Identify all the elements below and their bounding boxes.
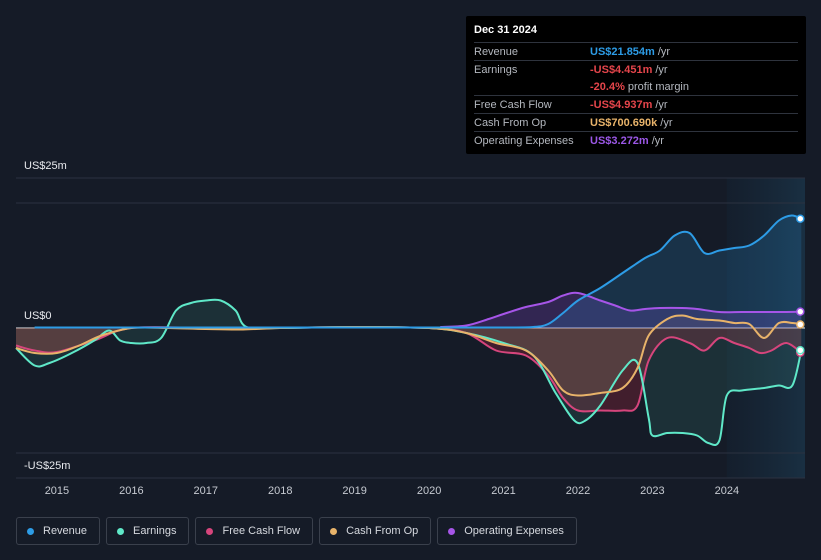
legend-item-revenue[interactable]: Revenue: [16, 517, 101, 545]
legend-item-cash-from-op[interactable]: Cash From Op: [319, 517, 432, 545]
x-tick-2016: 2016: [119, 485, 144, 497]
tooltip-row: Free Cash Flow -US$4.937m/yr: [474, 96, 798, 114]
tooltip-row-label: Earnings: [474, 64, 518, 76]
legend-dot-icon: [206, 527, 214, 535]
tooltip-row-label: Free Cash Flow: [474, 99, 552, 111]
tooltip-row-value: -20.4%: [590, 81, 625, 93]
x-tick-2023: 2023: [640, 485, 665, 497]
series-lines: [15, 214, 803, 447]
tooltip-row-unit: /yr: [660, 117, 673, 129]
earnings-area: [16, 299, 802, 446]
cash-from-op-end-marker: [796, 320, 805, 329]
tooltip-row-unit: /yr: [657, 46, 671, 58]
legend-item-operating-expenses[interactable]: Operating Expenses: [437, 517, 577, 545]
legend-label: Cash From Op: [346, 525, 419, 537]
earnings-end-marker: [796, 346, 805, 355]
legend-dot-icon: [330, 527, 338, 535]
legend-dot-icon: [448, 527, 456, 535]
cash-from-op-area: [16, 315, 802, 396]
tooltip-row-label: Operating Expenses: [474, 135, 574, 147]
tooltip-row-value: US$700.690k: [590, 117, 658, 129]
tooltip-date: Dec 31 2024: [474, 24, 798, 43]
tooltip-row: Cash From Op US$700.690k/yr: [474, 114, 798, 132]
tooltip-row: Earnings -US$4.451m/yr: [474, 61, 798, 78]
tooltip-rows: Revenue US$21.854m/yr Earnings -US$4.451m/y…: [474, 43, 798, 149]
legend-label: Earnings: [133, 525, 177, 537]
tooltip-row-value: US$21.854m: [590, 46, 655, 58]
x-tick-2015: 2015: [44, 485, 70, 497]
tooltip-panel: Dec 31 2024 Revenue US$21.854m/yr Earnings…: [466, 16, 806, 154]
legend-label: Free Cash Flow: [222, 525, 301, 537]
x-tick-2021: 2021: [491, 485, 516, 497]
legend-item-free-cash-flow[interactable]: Free Cash Flow: [195, 517, 314, 545]
tooltip-row: -20.4% profit margin: [474, 78, 798, 96]
tooltip-row-label: Revenue: [474, 46, 519, 58]
tooltip-row-label: [474, 81, 590, 93]
x-tick-2019: 2019: [342, 485, 367, 497]
tooltip-row-unit: profit margin: [627, 81, 689, 93]
tooltip-row: Revenue US$21.854m/yr: [474, 43, 798, 61]
legend-label: Revenue: [43, 525, 88, 537]
x-tick-2024: 2024: [714, 485, 740, 497]
x-tick-2022: 2022: [565, 485, 591, 497]
tooltip-row-unit: /yr: [655, 64, 668, 76]
x-tick-2017: 2017: [193, 485, 219, 497]
y-tick-label-zero: US$0: [24, 310, 52, 322]
legend: Revenue Earnings Free Cash Flow Cash From O…: [16, 517, 577, 545]
tooltip-row-value: US$3.272m: [590, 135, 649, 147]
revenue-end-marker: [796, 214, 805, 223]
tooltip-row-value: -US$4.937m: [590, 99, 653, 111]
operating-expenses-line: [440, 291, 802, 328]
free-cash-flow-area: [16, 327, 802, 412]
x-tick-2018: 2018: [267, 485, 293, 497]
legend-dot-icon: [27, 527, 34, 535]
series-areas: [16, 215, 802, 446]
revenue-area: [34, 215, 802, 328]
y-tick-label-bottom: -US$25m: [24, 460, 71, 472]
tooltip-row-unit: /yr: [651, 135, 664, 147]
operating-expenses-end-marker: [796, 307, 805, 316]
tooltip-row: Operating Expenses US$3.272m/yr: [474, 132, 798, 149]
tooltip-row-label: Cash From Op: [474, 117, 547, 129]
series-end-markers: [796, 214, 805, 357]
legend-label: Operating Expenses: [464, 525, 564, 537]
legend-item-earnings[interactable]: Earnings: [106, 517, 190, 545]
revenue-line: [34, 214, 802, 329]
tooltip-row-value: -US$4.451m: [590, 64, 653, 76]
x-tick-2020: 2020: [416, 485, 442, 497]
earnings-line: [15, 298, 803, 447]
legend-dot-icon: [117, 527, 125, 535]
y-tick-label-top: US$25m: [24, 160, 67, 172]
tooltip-row-unit: /yr: [655, 99, 668, 111]
